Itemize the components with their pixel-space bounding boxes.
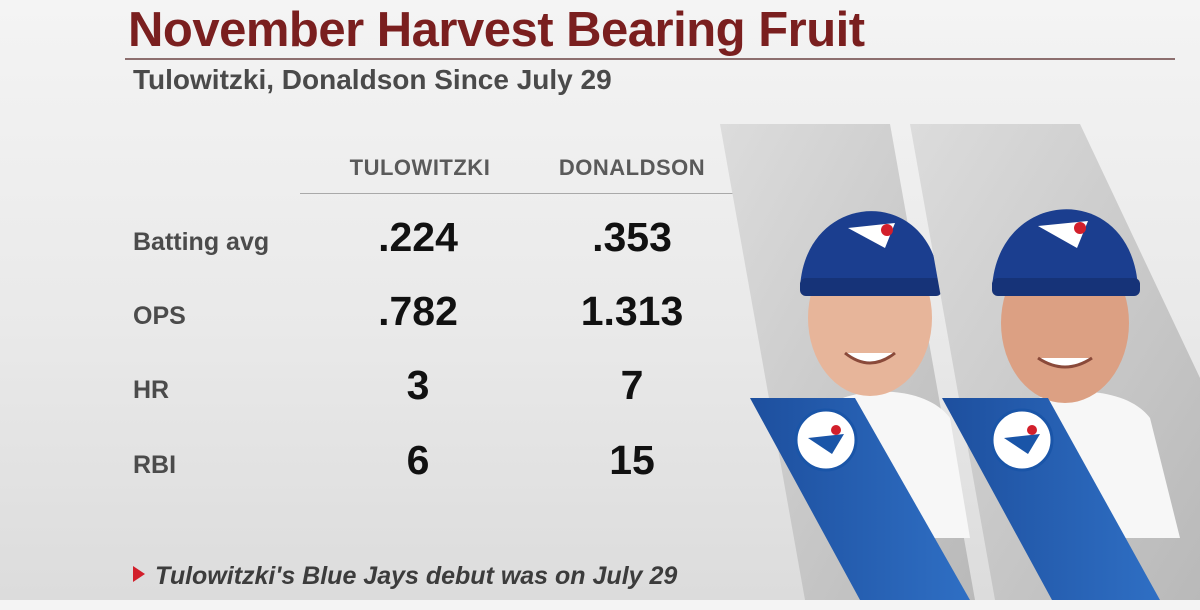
cell-donaldson-batting-avg: .353: [592, 214, 672, 260]
cell-tulowitzki-hr: 3: [406, 362, 430, 408]
row-label-batting-avg: Batting avg: [133, 228, 270, 256]
blue-jays-logo-icon: [990, 408, 1054, 472]
blue-jays-logo-icon: [794, 408, 858, 472]
cell-donaldson-hr: 7: [620, 362, 644, 408]
cell-donaldson-ops: 1.313: [580, 288, 684, 334]
page-title: November Harvest Bearing Fruit: [128, 3, 865, 57]
footnote-text: Tulowitzki's Blue Jays debut was on July…: [155, 562, 678, 590]
column-header-tulowitzki: TULOWITZKI: [349, 155, 491, 180]
title-divider: [125, 58, 1175, 60]
page-subtitle: Tulowitzki, Donaldson Since July 29: [133, 64, 612, 95]
cell-donaldson-rbi: 15: [609, 437, 655, 483]
row-label-ops: OPS: [133, 302, 186, 330]
cell-tulowitzki-ops: .782: [378, 288, 458, 334]
cell-tulowitzki-rbi: 6: [406, 437, 430, 483]
player-panels: [720, 124, 1200, 600]
triangle-arrow-icon: [133, 566, 145, 582]
header-divider: [300, 193, 738, 194]
column-header-donaldson: DONALDSON: [558, 155, 706, 180]
footnote: Tulowitzki's Blue Jays debut was on July…: [133, 562, 677, 591]
player-photo-donaldson: [910, 124, 1200, 600]
row-label-rbi: RBI: [133, 451, 177, 479]
row-label-hr: HR: [133, 376, 170, 404]
cell-tulowitzki-batting-avg: .224: [378, 214, 458, 260]
